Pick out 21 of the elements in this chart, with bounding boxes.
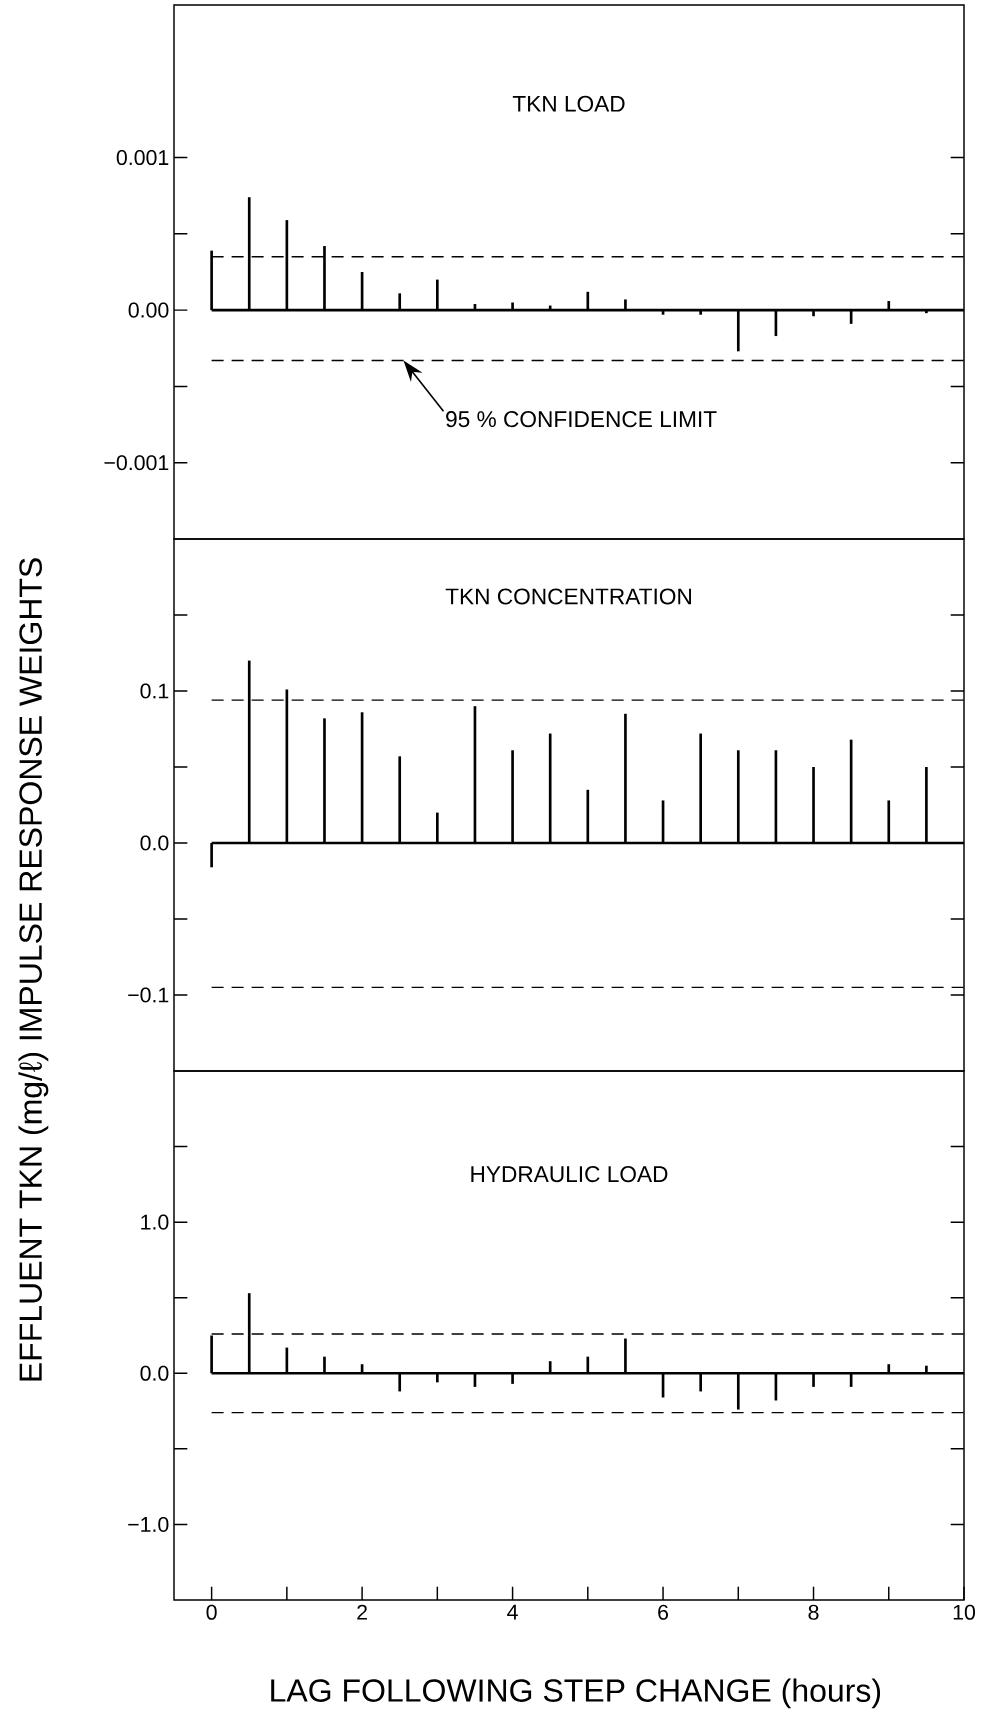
text: TKN CONCENTRATION bbox=[445, 588, 691, 605]
y-tick-label: 1.0 bbox=[141, 1214, 169, 1230]
y-tick-label: 0.00 bbox=[128, 302, 169, 318]
x-tick-label: 0 bbox=[206, 1604, 217, 1620]
y-tick-label: 0.0 bbox=[140, 835, 169, 851]
y-tick-label: −0.001 bbox=[104, 455, 169, 471]
legend-label: 95 % CONFIDENCE LIMIT bbox=[446, 411, 717, 428]
y-tick-label: −0.1 bbox=[128, 987, 169, 1003]
x-axis-title: LAG FOLLOWING STEP CHANGE (hours) bbox=[271, 1678, 881, 1709]
x-tick-label: 10 bbox=[953, 1604, 976, 1620]
x-tick-label: 6 bbox=[658, 1604, 669, 1620]
text: TKN LOAD bbox=[512, 95, 625, 112]
y-tick-label: −1.0 bbox=[128, 1516, 169, 1532]
y-tick-label: 0.0 bbox=[140, 1365, 169, 1381]
x-tick-label: 8 bbox=[808, 1604, 819, 1620]
y-tick-label: 0.1 bbox=[140, 683, 169, 699]
y-axis-title: EFFLUENT TKN (mg/ℓ) IMPULSE RESPONSE WEIGHTS bbox=[18, 558, 49, 1381]
x-tick-label: 4 bbox=[507, 1604, 518, 1620]
x-tick-label: 2 bbox=[357, 1604, 367, 1620]
text: HYDRAULIC LOAD bbox=[471, 1166, 668, 1183]
y-tick-label: 0.001 bbox=[116, 150, 169, 166]
